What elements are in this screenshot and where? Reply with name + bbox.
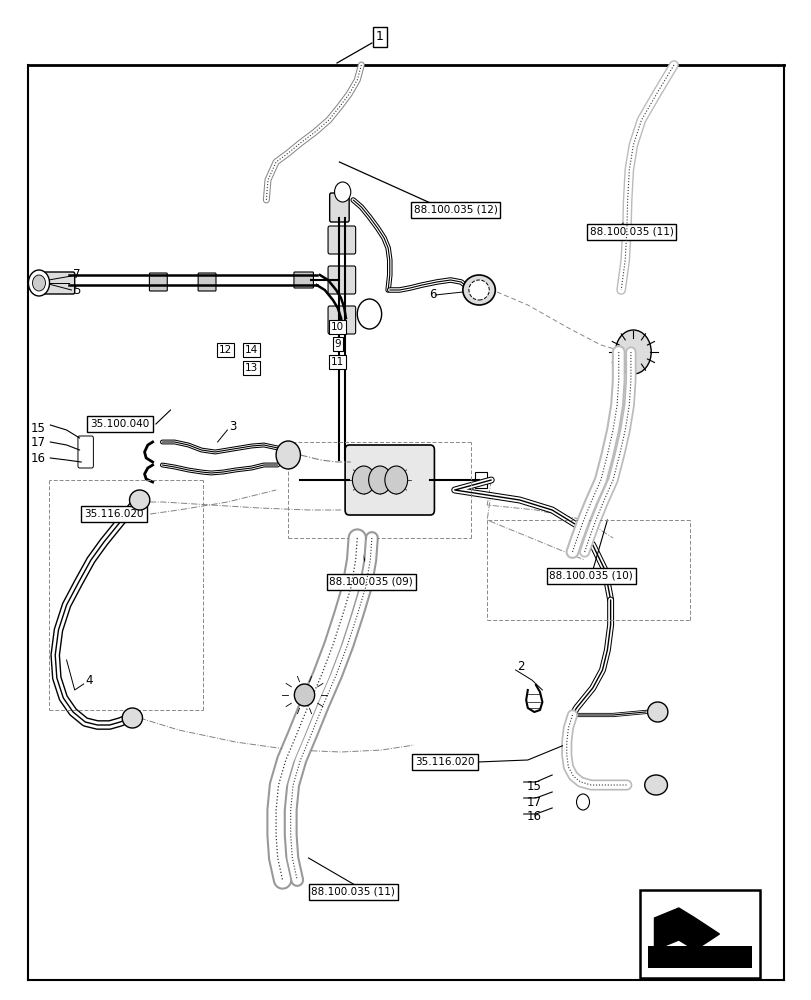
Text: 88.100.035 (11): 88.100.035 (11) [311, 887, 395, 897]
FancyBboxPatch shape [78, 436, 93, 468]
Text: 11: 11 [331, 357, 344, 367]
Text: 12: 12 [219, 345, 232, 355]
Circle shape [32, 275, 45, 291]
Circle shape [334, 182, 350, 202]
Text: 3: 3 [229, 420, 236, 434]
Circle shape [384, 466, 407, 494]
Circle shape [615, 330, 650, 374]
Ellipse shape [644, 775, 667, 795]
Ellipse shape [468, 280, 488, 300]
Text: 88.100.035 (11): 88.100.035 (11) [589, 227, 673, 237]
Bar [647, 946, 751, 968]
Ellipse shape [647, 702, 667, 722]
Circle shape [28, 270, 49, 296]
Circle shape [576, 794, 589, 810]
FancyBboxPatch shape [43, 272, 75, 294]
Text: 15: 15 [31, 422, 45, 434]
Text: 16: 16 [31, 452, 45, 464]
Text: 14: 14 [245, 345, 258, 355]
Text: 35.100.040: 35.100.040 [91, 419, 149, 429]
FancyBboxPatch shape [198, 273, 216, 291]
Circle shape [368, 466, 391, 494]
Text: 9: 9 [334, 339, 341, 349]
FancyBboxPatch shape [149, 273, 167, 291]
Text: 4: 4 [85, 674, 92, 686]
FancyBboxPatch shape [328, 226, 355, 254]
Text: 16: 16 [526, 810, 540, 824]
Text: 1: 1 [375, 30, 384, 43]
FancyBboxPatch shape [329, 193, 349, 222]
FancyBboxPatch shape [328, 306, 355, 334]
Polygon shape [654, 908, 719, 950]
Ellipse shape [294, 684, 314, 706]
Text: 17: 17 [526, 796, 540, 808]
Ellipse shape [122, 708, 143, 728]
Text: 5: 5 [73, 284, 80, 296]
Ellipse shape [276, 441, 300, 469]
Text: 6: 6 [428, 288, 436, 302]
Text: 10: 10 [331, 322, 344, 332]
Ellipse shape [129, 490, 149, 510]
Bar [474, 472, 487, 488]
Text: 88.100.035 (09): 88.100.035 (09) [328, 577, 413, 587]
Ellipse shape [462, 275, 495, 305]
Text: 35.116.020: 35.116.020 [414, 757, 474, 767]
Text: 2: 2 [517, 660, 524, 674]
FancyBboxPatch shape [345, 445, 434, 515]
Text: 13: 13 [245, 363, 258, 373]
FancyBboxPatch shape [328, 266, 355, 294]
Text: 17: 17 [31, 436, 45, 450]
Text: 88.100.035 (10): 88.100.035 (10) [548, 571, 633, 581]
FancyBboxPatch shape [294, 272, 313, 288]
Text: 8: 8 [368, 309, 375, 319]
Circle shape [357, 299, 381, 329]
Text: 35.116.020: 35.116.020 [84, 509, 144, 519]
Text: 88.100.035 (12): 88.100.035 (12) [413, 205, 497, 215]
Bar [639, 890, 759, 978]
Text: 15: 15 [526, 780, 540, 794]
Circle shape [352, 466, 375, 494]
Text: 7: 7 [73, 267, 80, 280]
Bar [350, 455, 363, 468]
